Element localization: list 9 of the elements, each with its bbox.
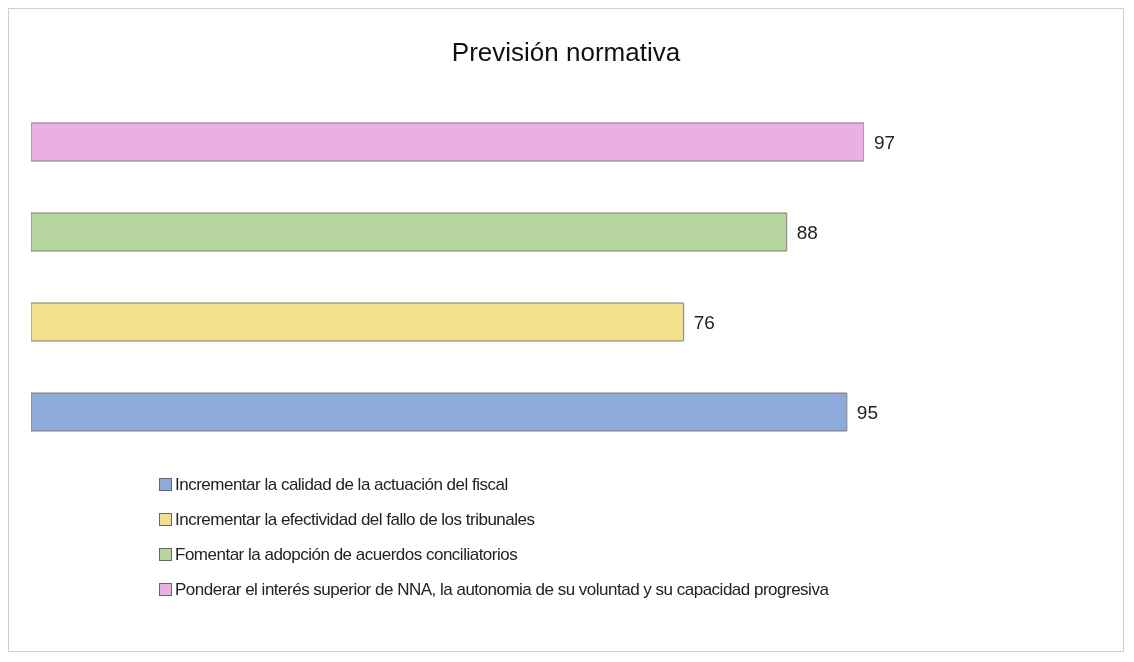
chart-title: Previsión normativa: [450, 36, 682, 69]
data-label: 76: [693, 311, 715, 333]
legend-label: Incrementar la calidad de la actuación del fiscal: [175, 474, 508, 495]
legend-label: Ponderar el interés superior de NNA, la autonomia de su voluntad y su capacidad progresiva: [175, 579, 829, 600]
legend-label: Incrementar la efectividad del fallo de los tribunales: [175, 509, 535, 530]
data-label: 88: [796, 221, 818, 243]
data-label: 95: [856, 401, 878, 423]
legend-label: Fomentar la adopción de acuerdos conciliatorios: [175, 544, 518, 565]
data-label: 97: [874, 131, 896, 153]
